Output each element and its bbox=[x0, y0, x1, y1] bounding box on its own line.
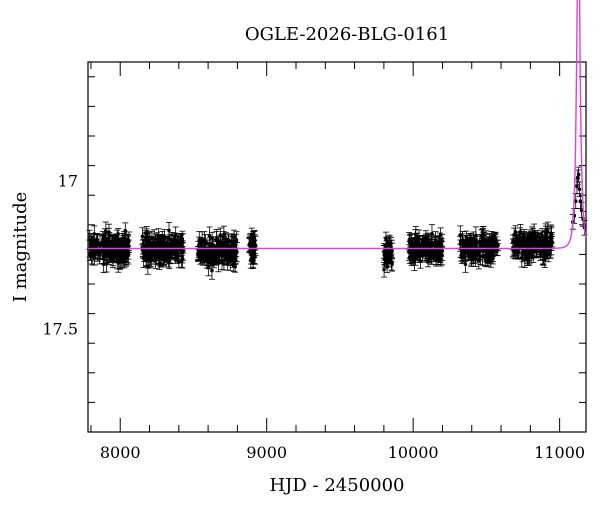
data-point bbox=[156, 235, 163, 254]
data-point bbox=[164, 237, 171, 254]
x-tick-label: 11000 bbox=[534, 443, 585, 462]
data-point bbox=[491, 233, 498, 248]
data-point bbox=[140, 249, 147, 269]
data-point bbox=[208, 248, 215, 267]
y-tick-label: 17.5 bbox=[42, 319, 78, 338]
data-point bbox=[117, 244, 124, 264]
data-point bbox=[484, 250, 491, 266]
x-tick-label: 9000 bbox=[246, 443, 287, 462]
data-point bbox=[159, 236, 166, 256]
data-point bbox=[222, 232, 229, 247]
model-curve bbox=[88, 0, 587, 250]
data-point bbox=[217, 235, 224, 251]
data-point bbox=[99, 244, 106, 260]
data-point bbox=[459, 241, 466, 262]
data-point bbox=[175, 256, 182, 269]
data-point bbox=[577, 193, 584, 209]
data-point bbox=[470, 241, 477, 260]
y-axis-label: I magnitude bbox=[10, 192, 31, 303]
data-point bbox=[531, 233, 538, 246]
data-point bbox=[251, 249, 258, 265]
data-point bbox=[106, 244, 113, 264]
data-point bbox=[152, 251, 159, 269]
data-point bbox=[439, 233, 446, 248]
data-point bbox=[109, 249, 116, 269]
data-points bbox=[86, 166, 588, 280]
y-tick-label: 17 bbox=[58, 171, 78, 190]
data-point bbox=[534, 229, 541, 244]
data-point bbox=[122, 222, 129, 239]
data-point bbox=[179, 230, 186, 248]
data-point bbox=[224, 243, 231, 262]
data-point bbox=[414, 236, 421, 254]
data-point bbox=[213, 231, 220, 248]
data-point bbox=[144, 236, 151, 254]
data-point bbox=[201, 242, 208, 263]
data-point bbox=[389, 256, 396, 272]
data-point bbox=[386, 249, 393, 261]
data-point bbox=[489, 237, 496, 254]
data-point bbox=[170, 234, 177, 251]
x-tick-label: 8000 bbox=[100, 443, 141, 462]
data-point bbox=[156, 257, 163, 270]
data-point bbox=[546, 242, 553, 259]
data-point bbox=[521, 229, 528, 245]
tick-marks bbox=[88, 62, 586, 433]
data-point bbox=[247, 252, 254, 269]
data-point bbox=[166, 233, 173, 246]
data-point bbox=[539, 228, 546, 246]
x-axis-label: HJD - 2450000 bbox=[269, 475, 404, 496]
x-tick-label: 10000 bbox=[388, 443, 439, 462]
data-point bbox=[576, 181, 583, 198]
data-point bbox=[531, 223, 538, 240]
tick-labels: 8000 9000 10000 11000 17 17.5 bbox=[42, 171, 585, 462]
data-point bbox=[511, 240, 518, 253]
data-point bbox=[106, 227, 113, 243]
chart-title: OGLE-2026-BLG-0161 bbox=[245, 24, 449, 45]
data-point bbox=[214, 245, 221, 262]
